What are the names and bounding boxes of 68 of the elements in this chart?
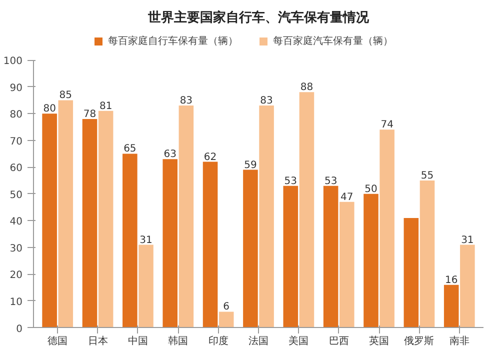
data-label: 62 <box>204 152 217 163</box>
data-label: 50 <box>364 184 378 195</box>
data-label: 53 <box>284 176 298 187</box>
y-tick-label: 10 <box>10 296 23 308</box>
x-tick-label: 日本 <box>88 334 108 347</box>
bar <box>122 154 138 328</box>
y-tick-label: 30 <box>10 243 23 254</box>
data-label: 47 <box>340 192 354 203</box>
legend-label: 每百家庭汽车保有量（辆） <box>273 34 393 48</box>
bar <box>444 284 459 328</box>
data-label: 83 <box>180 96 193 107</box>
x-tick-label: 法国 <box>248 334 268 347</box>
data-label: 74 <box>380 120 394 131</box>
bar <box>340 202 354 328</box>
data-label: 78 <box>83 108 96 120</box>
y-tick-label: 90 <box>10 82 23 94</box>
bar <box>162 159 178 328</box>
y-tick-label: 60 <box>10 163 23 174</box>
x-tick-label: 中国 <box>128 334 148 347</box>
data-label: 59 <box>244 160 257 171</box>
data-label: 53 <box>324 176 338 187</box>
y-tick-label: 80 <box>10 110 23 121</box>
bar <box>98 110 114 328</box>
data-label: 83 <box>260 96 273 107</box>
data-label: 80 <box>43 104 56 115</box>
x-tick-label: 美国 <box>288 334 309 347</box>
y-tick-label: 0 <box>16 324 23 335</box>
x-tick-label: 巴西 <box>328 336 349 347</box>
y-tick-label: 40 <box>10 216 23 228</box>
bar <box>259 106 274 328</box>
data-label: 55 <box>420 170 434 182</box>
bar <box>299 92 314 328</box>
x-tick-label: 印度 <box>208 334 228 347</box>
data-label: 88 <box>300 82 314 94</box>
data-label: 63 <box>164 149 176 160</box>
y-tick-label: 70 <box>10 136 23 148</box>
bar <box>323 186 338 328</box>
bar <box>178 106 194 328</box>
y-tick-label: 20 <box>10 270 23 282</box>
x-tick-label: 韩国 <box>168 334 188 347</box>
y-tick-label: 50 <box>10 190 23 201</box>
data-label: 16 <box>444 274 458 286</box>
bar <box>202 162 218 328</box>
bar <box>283 186 298 328</box>
bar <box>420 180 435 328</box>
y-tick-label: 100 <box>3 56 23 68</box>
bar <box>58 100 74 328</box>
bar <box>82 118 98 328</box>
data-label: 85 <box>59 90 72 102</box>
chart-title: 世界主要国家自行车、汽车保有量情况 <box>147 10 370 26</box>
bar <box>218 312 234 328</box>
data-label: 31 <box>461 234 474 246</box>
bar <box>42 114 57 328</box>
bar <box>243 170 258 328</box>
bar <box>404 218 419 328</box>
x-tick-label: 俄罗斯 <box>404 334 434 347</box>
legend-label: 每百家庭自行车保有量（辆） <box>108 34 238 48</box>
x-tick-label: 德国 <box>48 336 68 347</box>
x-tick-label: 南非 <box>449 334 470 347</box>
bar <box>460 244 475 328</box>
data-label: 81 <box>99 100 112 112</box>
data-label: 31 <box>140 234 152 246</box>
data-label: 65 <box>124 144 136 155</box>
x-tick-label: 英国 <box>369 334 390 347</box>
data-label: 6 <box>223 302 230 313</box>
bar <box>138 244 154 328</box>
bar <box>364 194 378 328</box>
bar <box>380 130 394 328</box>
